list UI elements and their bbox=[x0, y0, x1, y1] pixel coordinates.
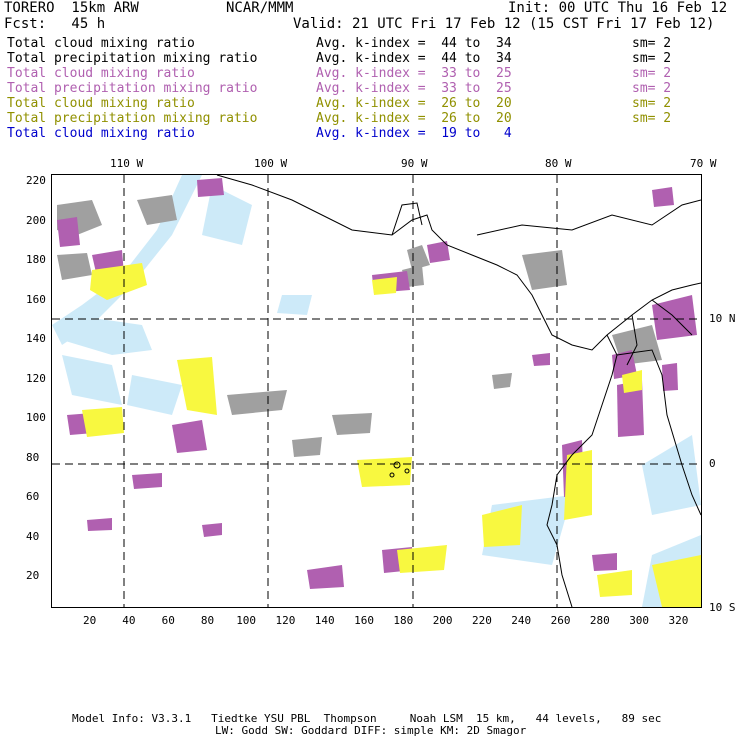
bottom-label-320: 320 bbox=[668, 614, 689, 627]
footer-physics-info: LW: Godd SW: Goddard DIFF: simple KM: 2D… bbox=[215, 724, 527, 737]
legend-sm-3: sm= 2 bbox=[632, 81, 672, 96]
coastline-layer bbox=[216, 175, 701, 607]
legend-kindex-5: Avg. k-index = 26 to 20 bbox=[316, 111, 512, 126]
lon-label-80w: 80 W bbox=[545, 157, 572, 170]
legend-field-0: Total cloud mixing ratio bbox=[7, 36, 195, 51]
bottom-label-20: 20 bbox=[83, 614, 97, 627]
legend-sm-5: sm= 2 bbox=[632, 111, 672, 126]
legend-field-4: Total cloud mixing ratio bbox=[7, 96, 195, 111]
bottom-label-260: 260 bbox=[550, 614, 571, 627]
bottom-label-140: 140 bbox=[314, 614, 335, 627]
map-panel bbox=[51, 174, 702, 608]
left-label-200: 200 bbox=[26, 213, 46, 227]
left-label-100: 100 bbox=[26, 411, 46, 424]
lon-label-70w: 70 W bbox=[690, 157, 717, 170]
lon-label-90w: 90 W bbox=[401, 157, 428, 170]
legend-kindex-2: Avg. k-index = 33 to 25 bbox=[316, 66, 512, 81]
legend-kindex-6: Avg. k-index = 19 to 4 bbox=[316, 126, 512, 141]
left-label-220: 220 bbox=[26, 174, 46, 187]
legend-kindex-3: Avg. k-index = 33 to 25 bbox=[316, 81, 512, 96]
footer-model-info: Model Info: V3.3.1 Tiedtke YSU PBL Thomp… bbox=[72, 712, 662, 725]
graticule bbox=[52, 175, 701, 607]
bottom-label-220: 220 bbox=[472, 614, 492, 627]
bottom-label-200: 200 bbox=[432, 614, 453, 627]
left-label-40: 40 bbox=[26, 529, 40, 543]
left-label-60: 60 bbox=[26, 490, 40, 503]
gray-cloud-layer bbox=[57, 195, 662, 457]
galapagos-islands bbox=[389, 461, 410, 478]
legend-field-2: Total cloud mixing ratio bbox=[7, 66, 195, 81]
bottom-label-160: 160 bbox=[354, 614, 374, 627]
bottom-label-40: 40 bbox=[122, 614, 136, 627]
legend-sm-0: sm= 2 bbox=[632, 36, 672, 51]
legend-sm-4: sm= 2 bbox=[632, 96, 672, 111]
lon-label-100w: 100 W bbox=[254, 157, 288, 170]
left-label-160: 160 bbox=[26, 292, 46, 306]
bottom-label-60: 60 bbox=[161, 614, 175, 627]
left-label-80: 80 bbox=[26, 450, 40, 464]
left-label-20: 20 bbox=[26, 569, 40, 582]
lon-label-110w: 110 W bbox=[110, 157, 144, 170]
model-title: TORERO 15km ARW bbox=[4, 0, 139, 16]
lat-label-10n: 10 N bbox=[709, 312, 736, 325]
forecast-hour: Fcst: 45 h bbox=[4, 16, 106, 32]
lightblue-cloud-layer bbox=[52, 175, 701, 607]
bottom-label-100: 100 bbox=[236, 614, 257, 627]
yellow-cloud-layer bbox=[82, 263, 701, 607]
legend-field-3: Total precipitation mixing ratio bbox=[7, 81, 258, 96]
left-label-120: 120 bbox=[26, 371, 46, 385]
left-label-140: 140 bbox=[26, 332, 46, 345]
legend-kindex-4: Avg. k-index = 26 to 20 bbox=[316, 96, 512, 111]
lat-label-10s: 10 S bbox=[709, 601, 736, 614]
legend-kindex-1: Avg. k-index = 44 to 34 bbox=[316, 51, 512, 66]
legend-field-6: Total cloud mixing ratio bbox=[7, 126, 195, 141]
bottom-label-280: 280 bbox=[589, 614, 610, 627]
legend-field-5: Total precipitation mixing ratio bbox=[7, 111, 258, 126]
valid-time: Valid: 21 UTC Fri 17 Feb 12 (15 CST Fri … bbox=[293, 16, 715, 32]
map-svg bbox=[52, 175, 701, 607]
bottom-label-240: 240 bbox=[511, 614, 532, 627]
bottom-label-80: 80 bbox=[200, 614, 215, 627]
bottom-label-180: 180 bbox=[393, 614, 414, 627]
left-label-180: 180 bbox=[26, 253, 46, 266]
organization-label: NCAR/MMM bbox=[226, 0, 294, 16]
lat-label-eq: 0 bbox=[709, 457, 716, 470]
legend-field-1: Total precipitation mixing ratio bbox=[7, 51, 258, 66]
legend-sm-1: sm= 2 bbox=[632, 51, 672, 66]
legend-kindex-0: Avg. k-index = 44 to 34 bbox=[316, 36, 512, 51]
init-time: Init: 00 UTC Thu 16 Feb 12 bbox=[508, 0, 728, 16]
bottom-label-120: 120 bbox=[275, 614, 296, 627]
bottom-label-300: 300 bbox=[629, 614, 650, 627]
legend-sm-2: sm= 2 bbox=[632, 66, 672, 81]
